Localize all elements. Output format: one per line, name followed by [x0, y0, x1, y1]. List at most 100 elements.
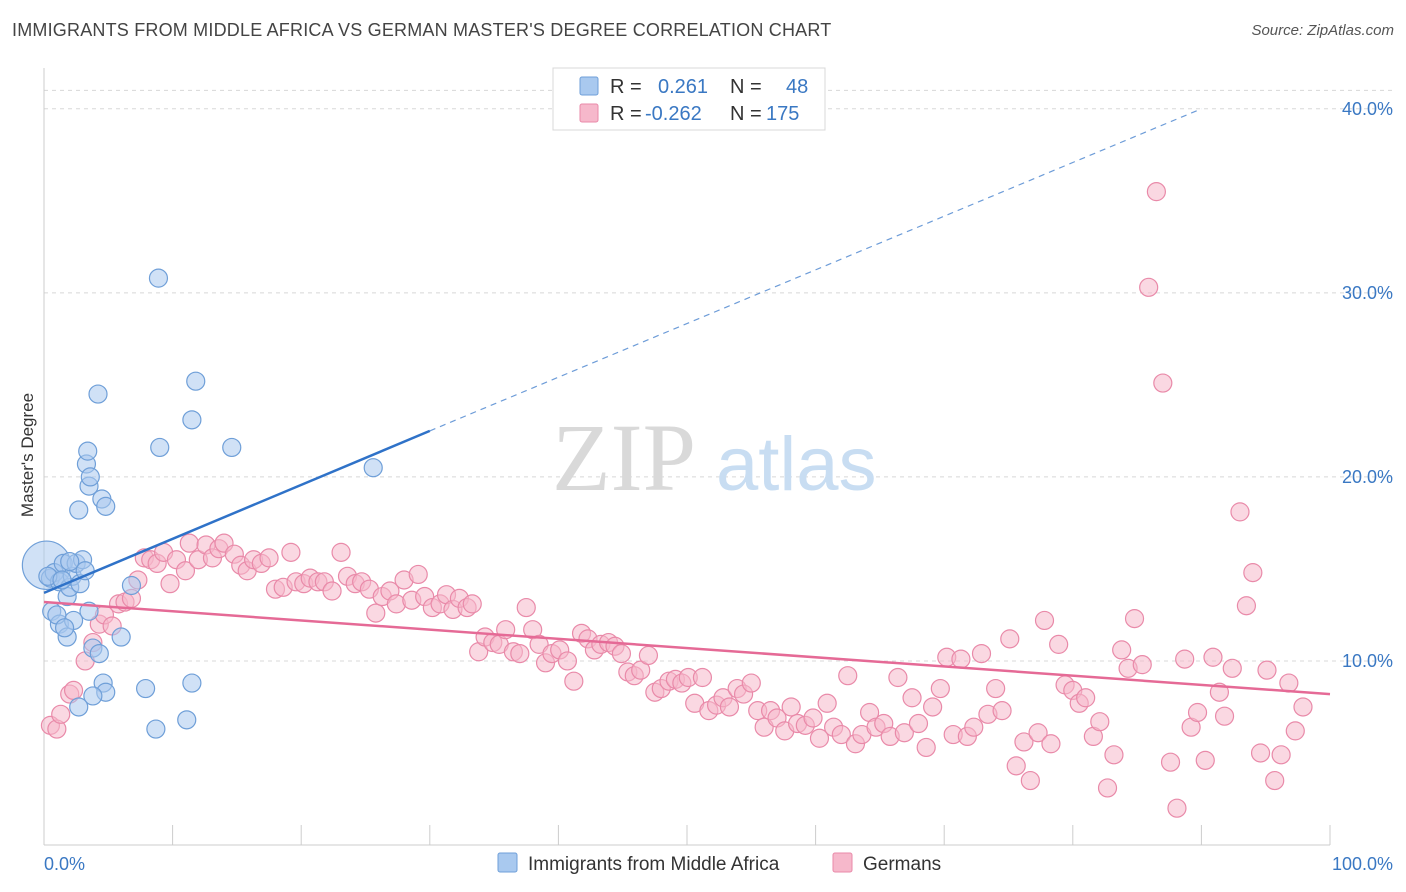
germans-point-160 [1146, 182, 1166, 202]
middle-africa-point-30 [148, 268, 169, 288]
germans-point-159 [1139, 277, 1159, 297]
y-tick-label-3: 40.0% [1342, 99, 1393, 119]
legend-r-label-1: R = [610, 76, 642, 98]
germans-point-87 [638, 645, 659, 666]
middle-africa-point-41 [182, 673, 202, 693]
y-tick-label-0: 10.0% [1342, 651, 1393, 671]
germans-point-139 [1000, 629, 1020, 649]
germans-point-176 [1257, 660, 1277, 680]
germans-point-95 [692, 667, 713, 688]
germans-point-32 [259, 548, 279, 568]
middle-africa-point-43 [177, 710, 197, 730]
germans-point-174 [1243, 563, 1263, 583]
watermark-atlas: atlas [716, 422, 877, 507]
germans-point-146 [1049, 634, 1069, 654]
middle-africa-point-26 [80, 467, 100, 487]
germans-point-111 [803, 708, 823, 728]
chart-source: Source: ZipAtlas.com [1251, 22, 1394, 39]
germans-point-35 [281, 542, 301, 562]
germans-point-135 [971, 643, 992, 664]
bottom-legend-label-pink: Germans [863, 854, 941, 875]
germans-point-143 [1028, 723, 1048, 743]
germans-point-170 [1214, 706, 1235, 726]
legend-r-value-2: -0.262 [645, 103, 702, 125]
correlation-legend: R = 0.261 N = 48 R = -0.262 N = 175 [552, 67, 826, 131]
germans-point-127 [916, 737, 936, 758]
germans-point-163 [1167, 798, 1187, 818]
germans-point-150 [1076, 688, 1096, 708]
germans-point-158 [1132, 655, 1152, 675]
legend-n-label-2: N = [730, 103, 762, 125]
germans-point-113 [817, 693, 837, 713]
watermark: ZIP atlas [552, 404, 877, 511]
x-tick-label-end: 100.0% [1332, 854, 1393, 874]
germans-point-180 [1285, 721, 1305, 741]
middle-africa-point-46 [60, 551, 80, 572]
germans-point-128 [923, 697, 943, 717]
germans-point-155 [1112, 640, 1132, 660]
middle-africa-point-31 [186, 371, 206, 391]
germans-point-47 [366, 603, 386, 623]
middle-africa-point-34 [222, 437, 242, 458]
germans-point-86 [631, 660, 651, 680]
germans-point-162 [1160, 752, 1181, 772]
germans-point-161 [1153, 373, 1173, 393]
middle-africa-point-42 [146, 719, 166, 739]
germans-point-164 [1175, 649, 1195, 669]
middle-africa-point-29 [88, 384, 108, 404]
germans-point-102 [741, 673, 761, 693]
germans-point-41 [322, 581, 342, 601]
germans-point-166 [1187, 702, 1208, 723]
bottom-legend-label-blue: Immigrants from Middle Africa [528, 854, 780, 875]
germans-point-108 [781, 697, 801, 717]
germans-point-18 [160, 574, 180, 594]
middle-africa-point-24 [78, 441, 98, 461]
germans-point-20 [175, 561, 196, 581]
trend-lines [43, 108, 1331, 696]
germans-point-112 [809, 728, 830, 748]
germans-point-142 [1020, 770, 1040, 791]
germans-point-178 [1271, 745, 1291, 765]
y-tick-label-1: 20.0% [1342, 467, 1393, 487]
germans-point-175 [1250, 743, 1271, 763]
germans-point-53 [408, 564, 428, 585]
germans-point-171 [1222, 658, 1242, 678]
germans-point-75 [557, 651, 578, 671]
germans-point-116 [838, 666, 858, 686]
legend-n-label-1: N = [730, 76, 762, 98]
middle-africa-point-20 [89, 643, 109, 664]
legend-r-label-2: R = [610, 103, 642, 125]
trend-line-middle-africa-extension [429, 108, 1202, 432]
germans-point-83 [611, 643, 632, 664]
germans-point-140 [1006, 756, 1026, 776]
germans-point-145 [1041, 734, 1061, 754]
chart-title: IMMIGRANTS FROM MIDDLE AFRICA VS GERMAN … [12, 20, 832, 40]
germans-point-154 [1104, 745, 1124, 765]
legend-n-value-2: 175 [766, 103, 799, 125]
germans-point-69 [516, 597, 536, 618]
trend-line-middle-africa [43, 429, 431, 595]
germans-point-129 [930, 678, 950, 699]
middle-africa-point-38 [83, 686, 103, 706]
germans-point-173 [1236, 596, 1257, 616]
germans-point-4 [63, 680, 84, 701]
germans-point-137 [986, 678, 1006, 699]
legend-swatch-blue [579, 76, 599, 96]
germans-point-123 [888, 667, 908, 688]
germans-point-144 [1034, 610, 1055, 631]
watermark-zip: ZIP [552, 404, 696, 511]
middle-africa-point-40 [135, 678, 156, 699]
germans-point-134 [964, 717, 984, 737]
legend-n-value-1: 48 [786, 76, 808, 98]
germans-point-132 [951, 649, 971, 669]
tick-labels: 10.0% 20.0% 30.0% 40.0% 0.0% 100.0% [44, 99, 1393, 874]
germans-point-153 [1097, 778, 1118, 798]
germans-point-138 [992, 701, 1012, 721]
germans-point-21 [179, 533, 199, 553]
y-tick-label-2: 30.0% [1342, 283, 1393, 303]
germans-point-76 [564, 671, 584, 691]
germans-point-141 [1014, 732, 1034, 752]
germans-point-172 [1230, 502, 1250, 522]
x-tick-label-start: 0.0% [44, 854, 85, 874]
legend-r-value-1: 0.261 [658, 76, 708, 98]
